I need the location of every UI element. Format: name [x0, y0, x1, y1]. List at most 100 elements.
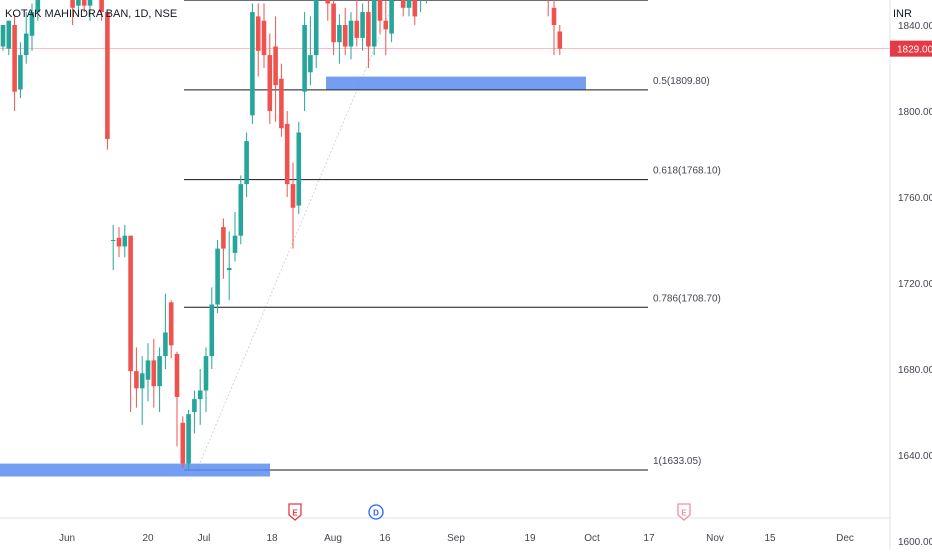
candle[interactable]	[354, 0, 360, 47]
candle[interactable]	[412, 0, 418, 25]
support-zone-mid	[326, 76, 586, 90]
candle[interactable]	[203, 347, 209, 413]
candle-body	[296, 132, 302, 206]
candle[interactable]	[261, 3, 267, 69]
candle[interactable]	[12, 14, 17, 111]
candle[interactable]	[163, 293, 168, 369]
candle[interactable]	[168, 300, 174, 359]
candle-body	[273, 46, 278, 86]
event-marker-3[interactable]: E	[677, 503, 691, 521]
candle[interactable]	[557, 25, 563, 56]
candle[interactable]	[6, 20, 12, 56]
candle[interactable]	[348, 12, 354, 60]
candle-body	[290, 184, 296, 208]
candle-body	[0, 25, 6, 47]
candle[interactable]	[180, 416, 186, 468]
candle-body	[313, 0, 319, 56]
candle[interactable]	[29, 3, 35, 51]
candle[interactable]	[284, 111, 290, 197]
candle-body	[308, 55, 313, 73]
event-marker-2[interactable]: D	[368, 504, 384, 520]
event-marker-1[interactable]: E	[288, 503, 302, 521]
candle-body	[157, 356, 162, 387]
candle[interactable]	[232, 212, 238, 262]
candle-body	[348, 20, 354, 47]
candle[interactable]	[366, 0, 371, 68]
candle[interactable]	[70, 0, 75, 25]
candle[interactable]	[197, 369, 203, 425]
candle[interactable]	[134, 347, 139, 408]
candle-body	[342, 25, 348, 47]
candle[interactable]	[35, 0, 41, 21]
candle[interactable]	[360, 3, 365, 51]
candle[interactable]	[551, 0, 557, 56]
candle[interactable]	[308, 16, 313, 86]
candle[interactable]	[389, 0, 394, 43]
candle-body	[377, 0, 383, 21]
candle[interactable]	[250, 3, 255, 124]
candle-body	[557, 31, 563, 49]
candle[interactable]	[151, 338, 157, 408]
candle[interactable]	[337, 14, 342, 64]
candle[interactable]	[267, 33, 273, 124]
candle[interactable]	[105, 12, 110, 150]
candle-body	[163, 332, 168, 357]
time-tick-label: 17	[643, 533, 655, 544]
price-tick-label: 1680.00	[898, 365, 932, 376]
candle[interactable]	[139, 356, 145, 425]
candle[interactable]	[244, 132, 249, 198]
candle[interactable]	[174, 351, 180, 447]
candle[interactable]	[313, 0, 319, 68]
candle[interactable]	[122, 224, 128, 258]
candle[interactable]	[221, 218, 226, 279]
candle[interactable]	[0, 25, 6, 51]
time-tick-label: 16	[379, 533, 391, 544]
candle[interactable]	[406, 0, 412, 17]
candle[interactable]	[331, 0, 336, 56]
candle[interactable]	[215, 240, 220, 314]
time-tick-label: 20	[142, 533, 154, 544]
candle[interactable]	[302, 12, 307, 111]
candle[interactable]	[400, 0, 406, 17]
candle[interactable]	[128, 235, 133, 412]
candle[interactable]	[279, 63, 284, 137]
candle-body	[400, 0, 406, 8]
candle[interactable]	[371, 0, 377, 56]
candle[interactable]	[273, 16, 278, 122]
candle[interactable]	[296, 121, 302, 215]
candle[interactable]	[87, 0, 93, 21]
candle[interactable]	[546, 0, 551, 17]
candle[interactable]	[186, 409, 191, 471]
candle-body	[406, 0, 412, 8]
candle-body	[366, 12, 371, 47]
candle[interactable]	[76, 0, 81, 15]
candle[interactable]	[255, 3, 261, 77]
candle-body	[203, 356, 209, 391]
candle[interactable]	[23, 12, 29, 64]
candle-body	[6, 20, 12, 49]
candle[interactable]	[383, 0, 389, 56]
candle[interactable]	[99, 0, 104, 21]
candle[interactable]	[290, 162, 296, 249]
candle[interactable]	[209, 287, 215, 369]
candle[interactable]	[18, 42, 23, 99]
candle[interactable]	[226, 231, 232, 301]
candle-body	[174, 353, 180, 397]
candle[interactable]	[157, 347, 162, 413]
candle[interactable]	[145, 343, 151, 402]
candle-body	[331, 3, 336, 43]
price-tick-label: 1640.00	[898, 451, 932, 462]
price-badge-background	[890, 40, 932, 57]
candle[interactable]	[238, 175, 244, 245]
candle[interactable]	[192, 390, 197, 434]
price-tick-label: 1720.00	[898, 279, 932, 290]
candle[interactable]	[325, 0, 331, 21]
candle[interactable]	[81, 0, 87, 13]
candle[interactable]	[377, 0, 383, 34]
candle[interactable]	[342, 7, 348, 56]
price-tick-label: 1760.00	[898, 193, 932, 204]
candle[interactable]	[116, 227, 122, 258]
candle[interactable]	[110, 224, 116, 271]
